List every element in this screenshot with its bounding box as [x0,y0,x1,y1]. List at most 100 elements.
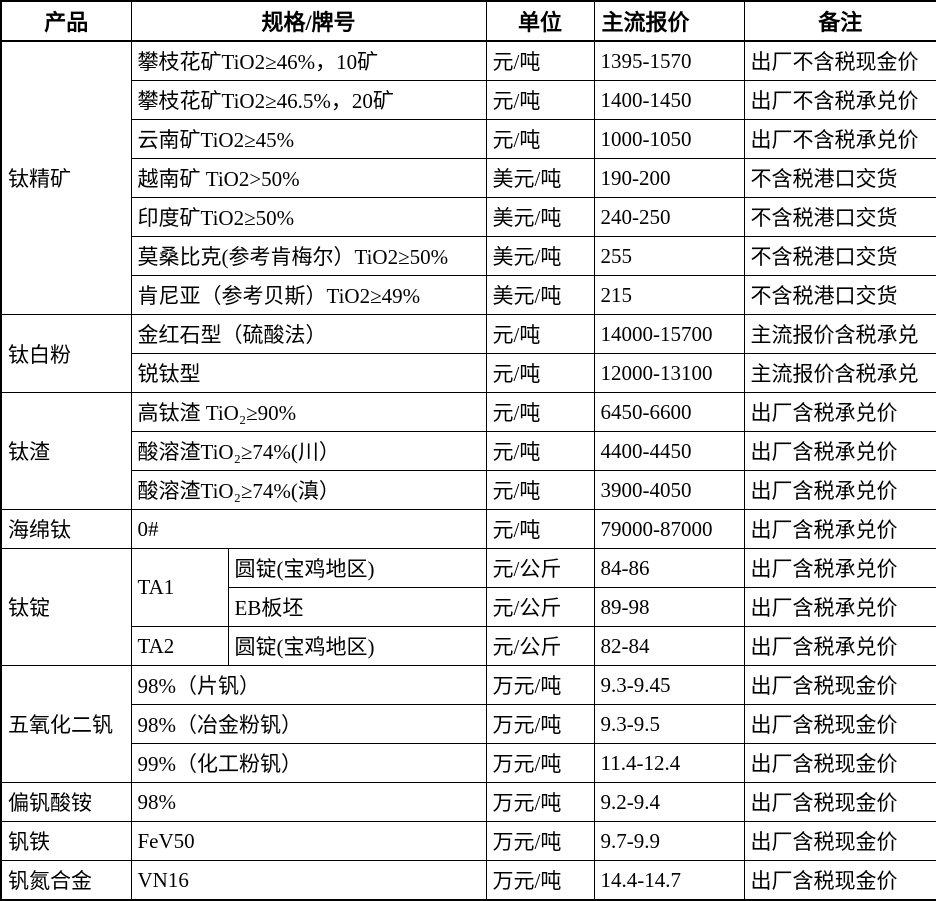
spec-cell: 98%（冶金粉钒） [130,704,487,744]
table-row: 99%（化工粉钒） 万元/吨 11.4-12.4 出厂含税现金价 [1,743,936,783]
note-cell: 出厂不含税承兑价 [743,80,936,120]
unit-cell: 元/吨 [485,80,595,120]
unit-cell: 美元/吨 [485,158,595,198]
spec-cell: 莫桑比克(参考肯梅尔）TiO2≥50% [130,236,487,276]
spec-cell: 肯尼亚（参考贝斯）TiO2≥49% [130,275,487,315]
note-cell: 出厂含税承兑价 [743,626,936,666]
unit-cell: 元/吨 [485,40,595,81]
unit-cell: 万元/吨 [485,860,595,901]
price-cell: 1000-1050 [593,119,745,159]
price-cell: 9.3-9.45 [593,665,745,705]
price-cell: 12000-13100 [593,353,745,393]
note-cell: 出厂含税承兑价 [743,509,936,549]
table-row: 海绵钛 0# 元/吨 79000-87000 出厂含税承兑价 [0,509,936,549]
grade-cell: TA2 [130,626,229,666]
table-row: 印度矿TiO2≥50% 美元/吨 240-250 不含税港口交货 [1,197,936,237]
spec-cell: 攀枝花矿TiO2≥46%，10矿 [130,40,487,81]
product-cell: 钒氮合金 [0,860,132,901]
price-cell: 190-200 [593,158,745,198]
note-cell: 出厂含税承兑价 [743,470,936,510]
unit-cell: 元/吨 [485,353,595,393]
note-cell: 不含税港口交货 [743,158,936,198]
table-row: 偏钒酸铵 98% 万元/吨 9.2-9.4 出厂含税现金价 [0,782,936,822]
unit-cell: 元/吨 [485,509,595,549]
unit-cell: 美元/吨 [485,197,595,237]
note-cell: 出厂含税承兑价 [743,392,936,432]
note-cell: 出厂含税现金价 [743,704,936,744]
price-cell: 79000-87000 [593,509,745,549]
col-header-product: 产品 [0,0,132,42]
unit-cell: 元/吨 [485,314,595,354]
unit-cell: 元/吨 [485,470,595,510]
unit-cell: 万元/吨 [485,743,595,783]
table-row: 98%（冶金粉钒） 万元/吨 9.3-9.5 出厂含税现金价 [1,704,936,744]
note-cell: 不含税港口交货 [743,236,936,276]
col-header-unit: 单位 [485,0,595,42]
table-row: 钛精矿 攀枝花矿TiO2≥46%，10矿 元/吨 1395-1570 出厂不含税现金价 [0,40,936,315]
product-cell: 钛渣 [0,392,132,510]
spec-cell: FeV50 [130,821,487,861]
price-cell: 3900-4050 [593,470,745,510]
table-row: 五氧化二钒 98%（片钒） 万元/吨 9.3-9.45 出厂含税现金价 [0,665,936,783]
spec-cell: 印度矿TiO2≥50% [130,197,487,237]
unit-cell: 万元/吨 [485,782,595,822]
note-cell: 主流报价含税承兑 [743,314,936,354]
note-cell: 不含税港口交货 [743,275,936,315]
product-cell: 钛锭 [0,548,132,666]
price-cell: 240-250 [593,197,745,237]
header-row: 产品 规格/牌号 单位 主流报价 备注 [0,0,936,42]
product-cell: 钒铁 [0,821,132,861]
table-row: 钛白粉 金红石型（硫酸法） 元/吨 14000-15700 主流报价含税承兑 [0,314,936,393]
table-row: 莫桑比克(参考肯梅尔）TiO2≥50% 美元/吨 255 不含税港口交货 [1,236,936,276]
table-row: 酸溶渣TiO₂≥74%(川） 元/吨 4400-4450 出厂含税承兑价 [1,431,936,471]
table-row: TA2 圆锭(宝鸡地区) 元/公斤 82-84 出厂含税承兑价 [1,626,936,666]
price-cell: 9.3-9.5 [593,704,745,744]
note-cell: 出厂不含税承兑价 [743,119,936,159]
price-cell: 4400-4450 [593,431,745,471]
col-header-note: 备注 [743,0,936,42]
unit-cell: 元/吨 [485,431,595,471]
price-cell: 1395-1570 [593,40,745,81]
table-row: 钛锭 TA1 圆锭(宝鸡地区) 元/公斤 84-86 出厂含税承兑价 [0,548,936,666]
unit-cell: 元/吨 [485,392,595,432]
table-row: 锐钛型 元/吨 12000-13100 主流报价含税承兑 [1,353,936,393]
unit-cell: 万元/吨 [485,821,595,861]
price-cell: 9.7-9.9 [593,821,745,861]
price-cell: 14000-15700 [593,314,745,354]
unit-cell: 元/公斤 [485,626,595,666]
price-cell: 215 [593,275,745,315]
note-cell: 出厂含税现金价 [743,665,936,705]
spec-cell: 圆锭(宝鸡地区) [227,626,487,666]
note-cell: 出厂含税现金价 [743,821,936,861]
note-cell: 主流报价含税承兑 [743,353,936,393]
spec-cell: 金红石型（硫酸法） [130,314,487,354]
note-cell: 出厂含税现金价 [743,860,936,901]
table-row: 钒氮合金 VN16 万元/吨 14.4-14.7 出厂含税现金价 [0,860,936,901]
spec-cell: 酸溶渣TiO₂≥74%(川） [130,431,487,471]
product-cell: 偏钒酸铵 [0,782,132,822]
grade-cell: TA1 [130,548,229,627]
note-cell: 出厂含税现金价 [743,743,936,783]
product-cell: 海绵钛 [0,509,132,549]
table-row: 肯尼亚（参考贝斯）TiO2≥49% 美元/吨 215 不含税港口交货 [1,275,936,315]
note-cell: 不含税港口交货 [743,197,936,237]
note-cell: 出厂含税承兑价 [743,431,936,471]
price-cell: 9.2-9.4 [593,782,745,822]
spec-cell: EB板坯 [227,587,487,627]
table-row: 攀枝花矿TiO2≥46.5%，20矿 元/吨 1400-1450 出厂不含税承兑价 [1,80,936,120]
table-row: 越南矿 TiO2>50% 美元/吨 190-200 不含税港口交货 [1,158,936,198]
spec-cell: 酸溶渣TiO₂≥74%(滇） [130,470,487,510]
unit-cell: 元/公斤 [485,548,595,588]
table-body: 钛精矿 攀枝花矿TiO2≥46%，10矿 元/吨 1395-1570 出厂不含税现金价攀… [0,40,936,901]
spec-cell: 锐钛型 [130,353,487,393]
spec-cell: 攀枝花矿TiO2≥46.5%，20矿 [130,80,487,120]
unit-cell: 元/公斤 [485,587,595,627]
unit-cell: 美元/吨 [485,275,595,315]
product-cell: 钛精矿 [0,40,132,315]
unit-cell: 万元/吨 [485,665,595,705]
spec-cell: 圆锭(宝鸡地区) [227,548,487,588]
price-cell: 84-86 [593,548,745,588]
note-cell: 出厂不含税现金价 [743,40,936,81]
price-cell: 89-98 [593,587,745,627]
